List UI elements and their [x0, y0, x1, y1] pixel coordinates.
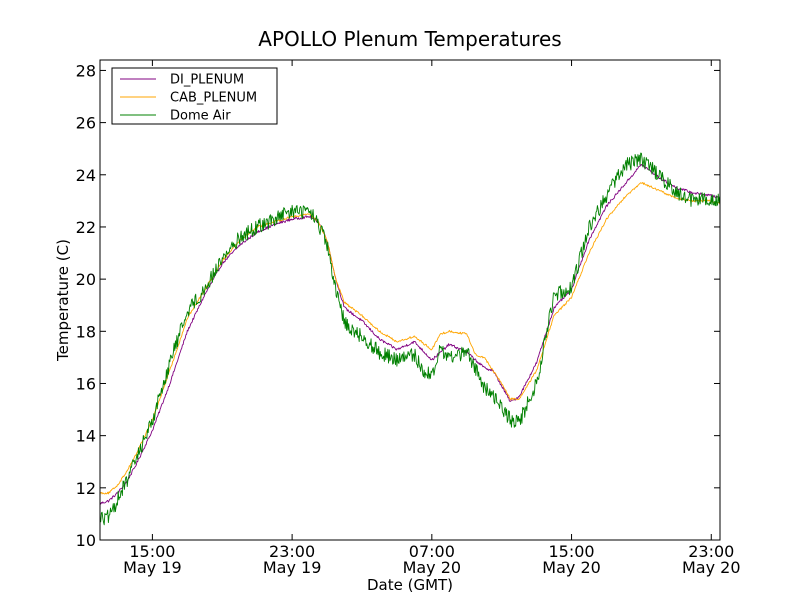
y-tick-label: 22: [76, 218, 96, 237]
x-tick-time-label: 23:00: [269, 542, 315, 561]
y-tick-label: 12: [76, 479, 96, 498]
legend-label: Dome Air: [170, 109, 231, 124]
x-tick-time-label: 15:00: [129, 542, 175, 561]
y-tick-label: 14: [76, 427, 96, 446]
series-line-dome-air: [100, 152, 720, 526]
x-tick-time-label: 15:00: [548, 542, 594, 561]
y-tick-label: 18: [76, 322, 96, 341]
x-tick-date-label: May 20: [542, 558, 601, 577]
y-tick-label: 10: [76, 531, 96, 550]
x-tick-date-label: May 19: [263, 558, 322, 577]
x-tick-date-label: May 19: [123, 558, 182, 577]
legend-label: CAB_PLENUM: [170, 91, 257, 106]
y-tick-label: 26: [76, 114, 96, 133]
chart-title: APOLLO Plenum Temperatures: [258, 27, 561, 51]
y-tick-label: 24: [76, 166, 96, 185]
x-axis-label: Date (GMT): [367, 576, 453, 594]
y-axis-label: Temperature (C): [54, 239, 72, 362]
y-tick-label: 28: [76, 61, 96, 80]
legend-label: DI_PLENUM: [170, 73, 244, 88]
x-tick-time-label: 07:00: [409, 542, 455, 561]
x-tick-time-label: 23:00: [688, 542, 734, 561]
x-tick-date-label: May 20: [682, 558, 741, 577]
legend: DI_PLENUM CAB_PLENUM Dome Air: [111, 67, 278, 125]
y-tick-label: 16: [76, 374, 96, 393]
y-axis: 10 12 14 16 18 20 22 24 26 28: [76, 61, 720, 550]
y-tick-label: 20: [76, 270, 96, 289]
plot-frame: [99, 59, 721, 541]
series-group: [100, 152, 720, 526]
x-tick-date-label: May 20: [403, 558, 462, 577]
series-line-di-plenum: [100, 163, 720, 505]
